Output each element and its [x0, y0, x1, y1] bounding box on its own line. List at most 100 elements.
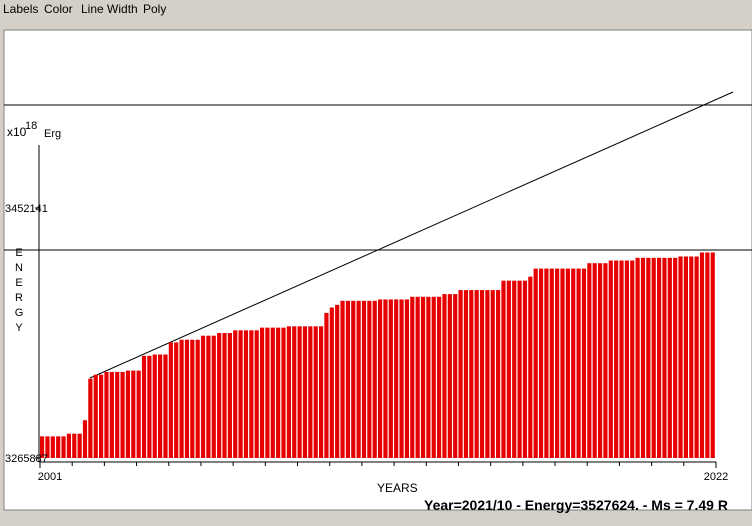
bar — [254, 330, 259, 458]
bar — [399, 299, 404, 458]
bar — [603, 263, 608, 458]
bar — [485, 290, 490, 458]
bar — [522, 280, 528, 458]
bar — [608, 260, 613, 458]
bar — [286, 326, 291, 458]
bar — [297, 326, 302, 458]
bar — [50, 436, 55, 458]
bar — [77, 433, 82, 458]
y-unit: x10 — [7, 125, 27, 139]
bar — [174, 342, 179, 458]
bar — [222, 333, 227, 458]
menu-item[interactable]: Color — [44, 2, 73, 16]
y-exponent: 18 — [25, 120, 37, 132]
bar — [549, 268, 554, 458]
bar — [227, 333, 232, 458]
bar — [474, 290, 479, 458]
bar — [372, 300, 377, 458]
bar — [388, 299, 393, 458]
bar — [158, 354, 163, 458]
bar — [538, 268, 544, 458]
trend-line — [89, 91, 734, 379]
bar — [624, 260, 629, 458]
bar — [565, 268, 570, 458]
bar — [533, 268, 538, 458]
bar — [678, 256, 683, 458]
bar — [667, 257, 672, 458]
bar — [705, 252, 710, 458]
bar — [673, 257, 678, 458]
bar — [72, 433, 77, 458]
bar — [302, 326, 308, 458]
bar — [683, 256, 688, 458]
bar — [131, 370, 136, 458]
bar — [501, 280, 506, 458]
bar — [383, 299, 388, 458]
menu-bar — [0, 0, 752, 22]
bar — [517, 280, 522, 458]
bar — [163, 354, 168, 458]
bar — [528, 276, 533, 458]
bar — [512, 280, 517, 458]
bar — [496, 290, 501, 458]
bar — [40, 436, 45, 458]
bar — [281, 327, 286, 458]
bar — [614, 260, 619, 458]
bar — [206, 335, 211, 458]
bar — [646, 257, 651, 458]
bar — [699, 252, 705, 458]
menu-item[interactable]: Labels — [3, 2, 38, 16]
bar — [689, 256, 694, 458]
bar — [571, 268, 576, 458]
bar — [61, 436, 66, 458]
x-axis-label: YEARS — [377, 481, 418, 495]
bar — [635, 257, 640, 458]
bar — [420, 296, 426, 458]
bar — [45, 436, 50, 458]
bar — [630, 260, 635, 458]
bar — [506, 280, 511, 458]
bar — [115, 371, 120, 458]
bar — [581, 268, 587, 458]
bar — [136, 370, 141, 458]
bar — [656, 257, 662, 458]
bar — [544, 268, 549, 458]
bar — [651, 257, 656, 458]
bar — [233, 330, 238, 458]
bar — [345, 300, 350, 458]
bar — [597, 263, 603, 458]
bar — [243, 330, 249, 458]
bar — [329, 307, 334, 458]
bar — [200, 335, 206, 458]
bar — [361, 300, 367, 458]
bar — [168, 342, 173, 458]
bar — [324, 312, 329, 458]
y-tick-label: 3265887 — [5, 453, 48, 465]
bar — [490, 290, 495, 458]
bar — [120, 371, 125, 458]
bar — [340, 300, 345, 458]
bar — [447, 294, 452, 458]
y-unit-name: Erg — [44, 128, 61, 140]
bar — [442, 294, 447, 458]
bar — [453, 294, 458, 458]
bar — [710, 252, 715, 458]
menu-item[interactable]: Poly — [143, 2, 166, 16]
bar — [104, 371, 109, 458]
bar — [592, 263, 597, 458]
bar — [619, 260, 624, 458]
x-tick-label: 2001 — [38, 471, 62, 483]
bar — [560, 268, 565, 458]
bar — [99, 374, 104, 458]
bar — [190, 339, 195, 458]
y-axis-label: ENERGY — [13, 247, 25, 337]
bar — [694, 256, 699, 458]
menu-item[interactable]: Line Width — [81, 2, 138, 16]
bar — [469, 290, 474, 458]
bar — [184, 339, 190, 458]
bar — [66, 433, 72, 458]
bar — [662, 257, 667, 458]
bar — [404, 299, 410, 458]
